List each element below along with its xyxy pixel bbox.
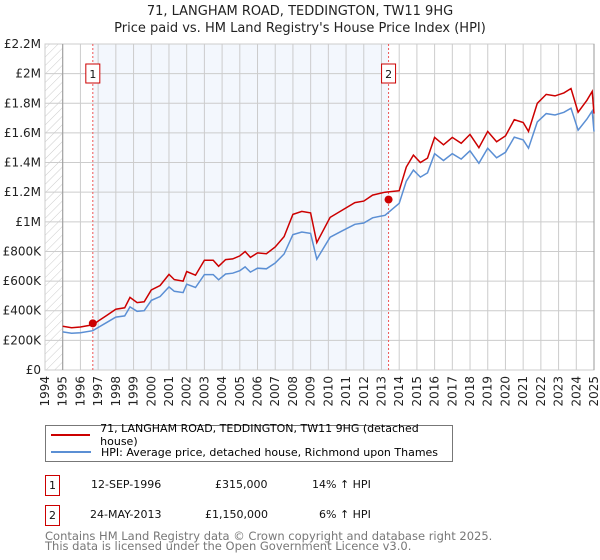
sale-hpi: 6% ↑ HPI <box>319 508 371 521</box>
x-tick-label: 2013 <box>374 376 388 407</box>
footer-line-2: This data is licensed under the Open Gov… <box>45 539 412 553</box>
x-tick-label: 2016 <box>428 376 442 407</box>
x-tick-label: 2014 <box>392 376 406 407</box>
chart-subtitle: Price paid vs. HM Land Registry's House … <box>114 21 486 36</box>
x-tick-label: 2000 <box>144 376 158 407</box>
x-tick-label: 2007 <box>268 376 282 407</box>
legend-item-property: 71, LANGHAM ROAD, TEDDINGTON, TW11 9HG (… <box>51 422 452 448</box>
x-tick-label: 1995 <box>56 376 70 407</box>
legend-label: HPI: Average price, detached house, Rich… <box>101 445 439 459</box>
x-tick-label: 1994 <box>38 376 52 407</box>
no-data-hatch <box>45 44 63 370</box>
x-tick-label: 1999 <box>127 376 141 407</box>
x-tick-label: 2008 <box>286 376 300 407</box>
sale-point <box>384 195 393 204</box>
x-tick-label: 2020 <box>498 376 512 407</box>
x-tick-label: 2011 <box>339 376 353 407</box>
sale-point <box>88 319 97 328</box>
footer-line-1: Contains HM Land Registry data © Crown c… <box>45 529 493 543</box>
y-tick-label: £2M <box>15 67 41 81</box>
x-tick-label: 2001 <box>162 376 176 407</box>
x-tick-label: 1997 <box>91 376 105 407</box>
y-tick-label: £800K <box>3 244 43 258</box>
x-tick-label: 2010 <box>321 376 335 407</box>
sale-hpi: 14% ↑ HPI <box>312 478 371 491</box>
x-tick-label: 2002 <box>180 376 194 407</box>
legend-label: 71, LANGHAM ROAD, TEDDINGTON, TW11 9HG (… <box>100 422 419 448</box>
x-tick-label: 2003 <box>197 376 211 407</box>
x-tick-label: 2021 <box>516 376 530 407</box>
y-tick-label: £600K <box>3 274 43 288</box>
y-tick-label: £1.8M <box>4 96 41 110</box>
x-tick-label: 2015 <box>410 376 424 407</box>
x-tick-label: 2012 <box>357 376 371 407</box>
property-series-line <box>62 87 595 329</box>
price-chart: £0 £200K £400K £600K £800K £1M £1.2M £1.4M £1.6M… <box>3 37 600 407</box>
chart-title: 71, LANGHAM ROAD, TEDDINGTON, TW11 9HG <box>146 4 454 19</box>
x-tick-label: 2022 <box>534 376 548 407</box>
x-tick-label: 1998 <box>109 376 123 407</box>
sale-label: 1 <box>89 68 96 81</box>
sale-badge: 2 <box>45 505 60 526</box>
x-tick-label: 2009 <box>304 376 318 407</box>
x-tick-label: 2024 <box>569 376 583 407</box>
x-tick-label: 2023 <box>552 376 566 407</box>
y-tick-label: £0 <box>26 363 41 377</box>
x-tick-label: 2018 <box>463 376 477 407</box>
legend-swatch <box>51 451 91 453</box>
y-tick-label: £400K <box>3 304 43 318</box>
hpi-series-line <box>62 107 595 335</box>
sale-label-box <box>381 63 397 84</box>
x-tick-label: 1996 <box>73 376 87 407</box>
y-tick-label: £1.4M <box>4 156 41 170</box>
legend-swatch <box>51 434 91 436</box>
sale-date: 12-SEP-1996 <box>91 478 162 491</box>
sale-badge: 1 <box>45 475 60 496</box>
x-tick-label: 2019 <box>481 376 495 407</box>
x-tick-label: 2025 <box>587 376 600 407</box>
sale-label-box <box>85 63 101 84</box>
sale-price: £1,150,000 <box>205 508 268 521</box>
y-tick-label: £1.6M <box>4 126 41 140</box>
y-tick-label: £1.2M <box>4 185 41 199</box>
x-tick-label: 2006 <box>251 376 265 407</box>
y-tick-label: £200K <box>3 333 43 347</box>
sale-price: £315,000 <box>215 478 268 491</box>
y-tick-label: £1M <box>15 215 41 229</box>
x-tick-label: 2004 <box>215 376 229 407</box>
sale-date: 24-MAY-2013 <box>90 508 162 521</box>
ownership-shade <box>92 44 389 370</box>
sale-label: 2 <box>385 68 392 81</box>
y-tick-label: £2.2M <box>4 37 41 51</box>
footer: Contains HM Land Registry data © Crown c… <box>45 529 493 553</box>
legend-item-hpi: HPI: Average price, detached house, Rich… <box>51 444 438 460</box>
legend: 71, LANGHAM ROAD, TEDDINGTON, TW11 9HG (… <box>45 422 453 462</box>
x-tick-label: 2005 <box>233 376 247 407</box>
x-tick-label: 2017 <box>445 376 459 407</box>
